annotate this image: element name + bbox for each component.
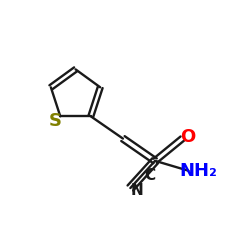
Text: C: C bbox=[145, 168, 156, 183]
Text: O: O bbox=[180, 128, 195, 146]
Text: NH₂: NH₂ bbox=[179, 162, 217, 180]
Text: N: N bbox=[130, 182, 143, 198]
Text: S: S bbox=[48, 112, 61, 130]
